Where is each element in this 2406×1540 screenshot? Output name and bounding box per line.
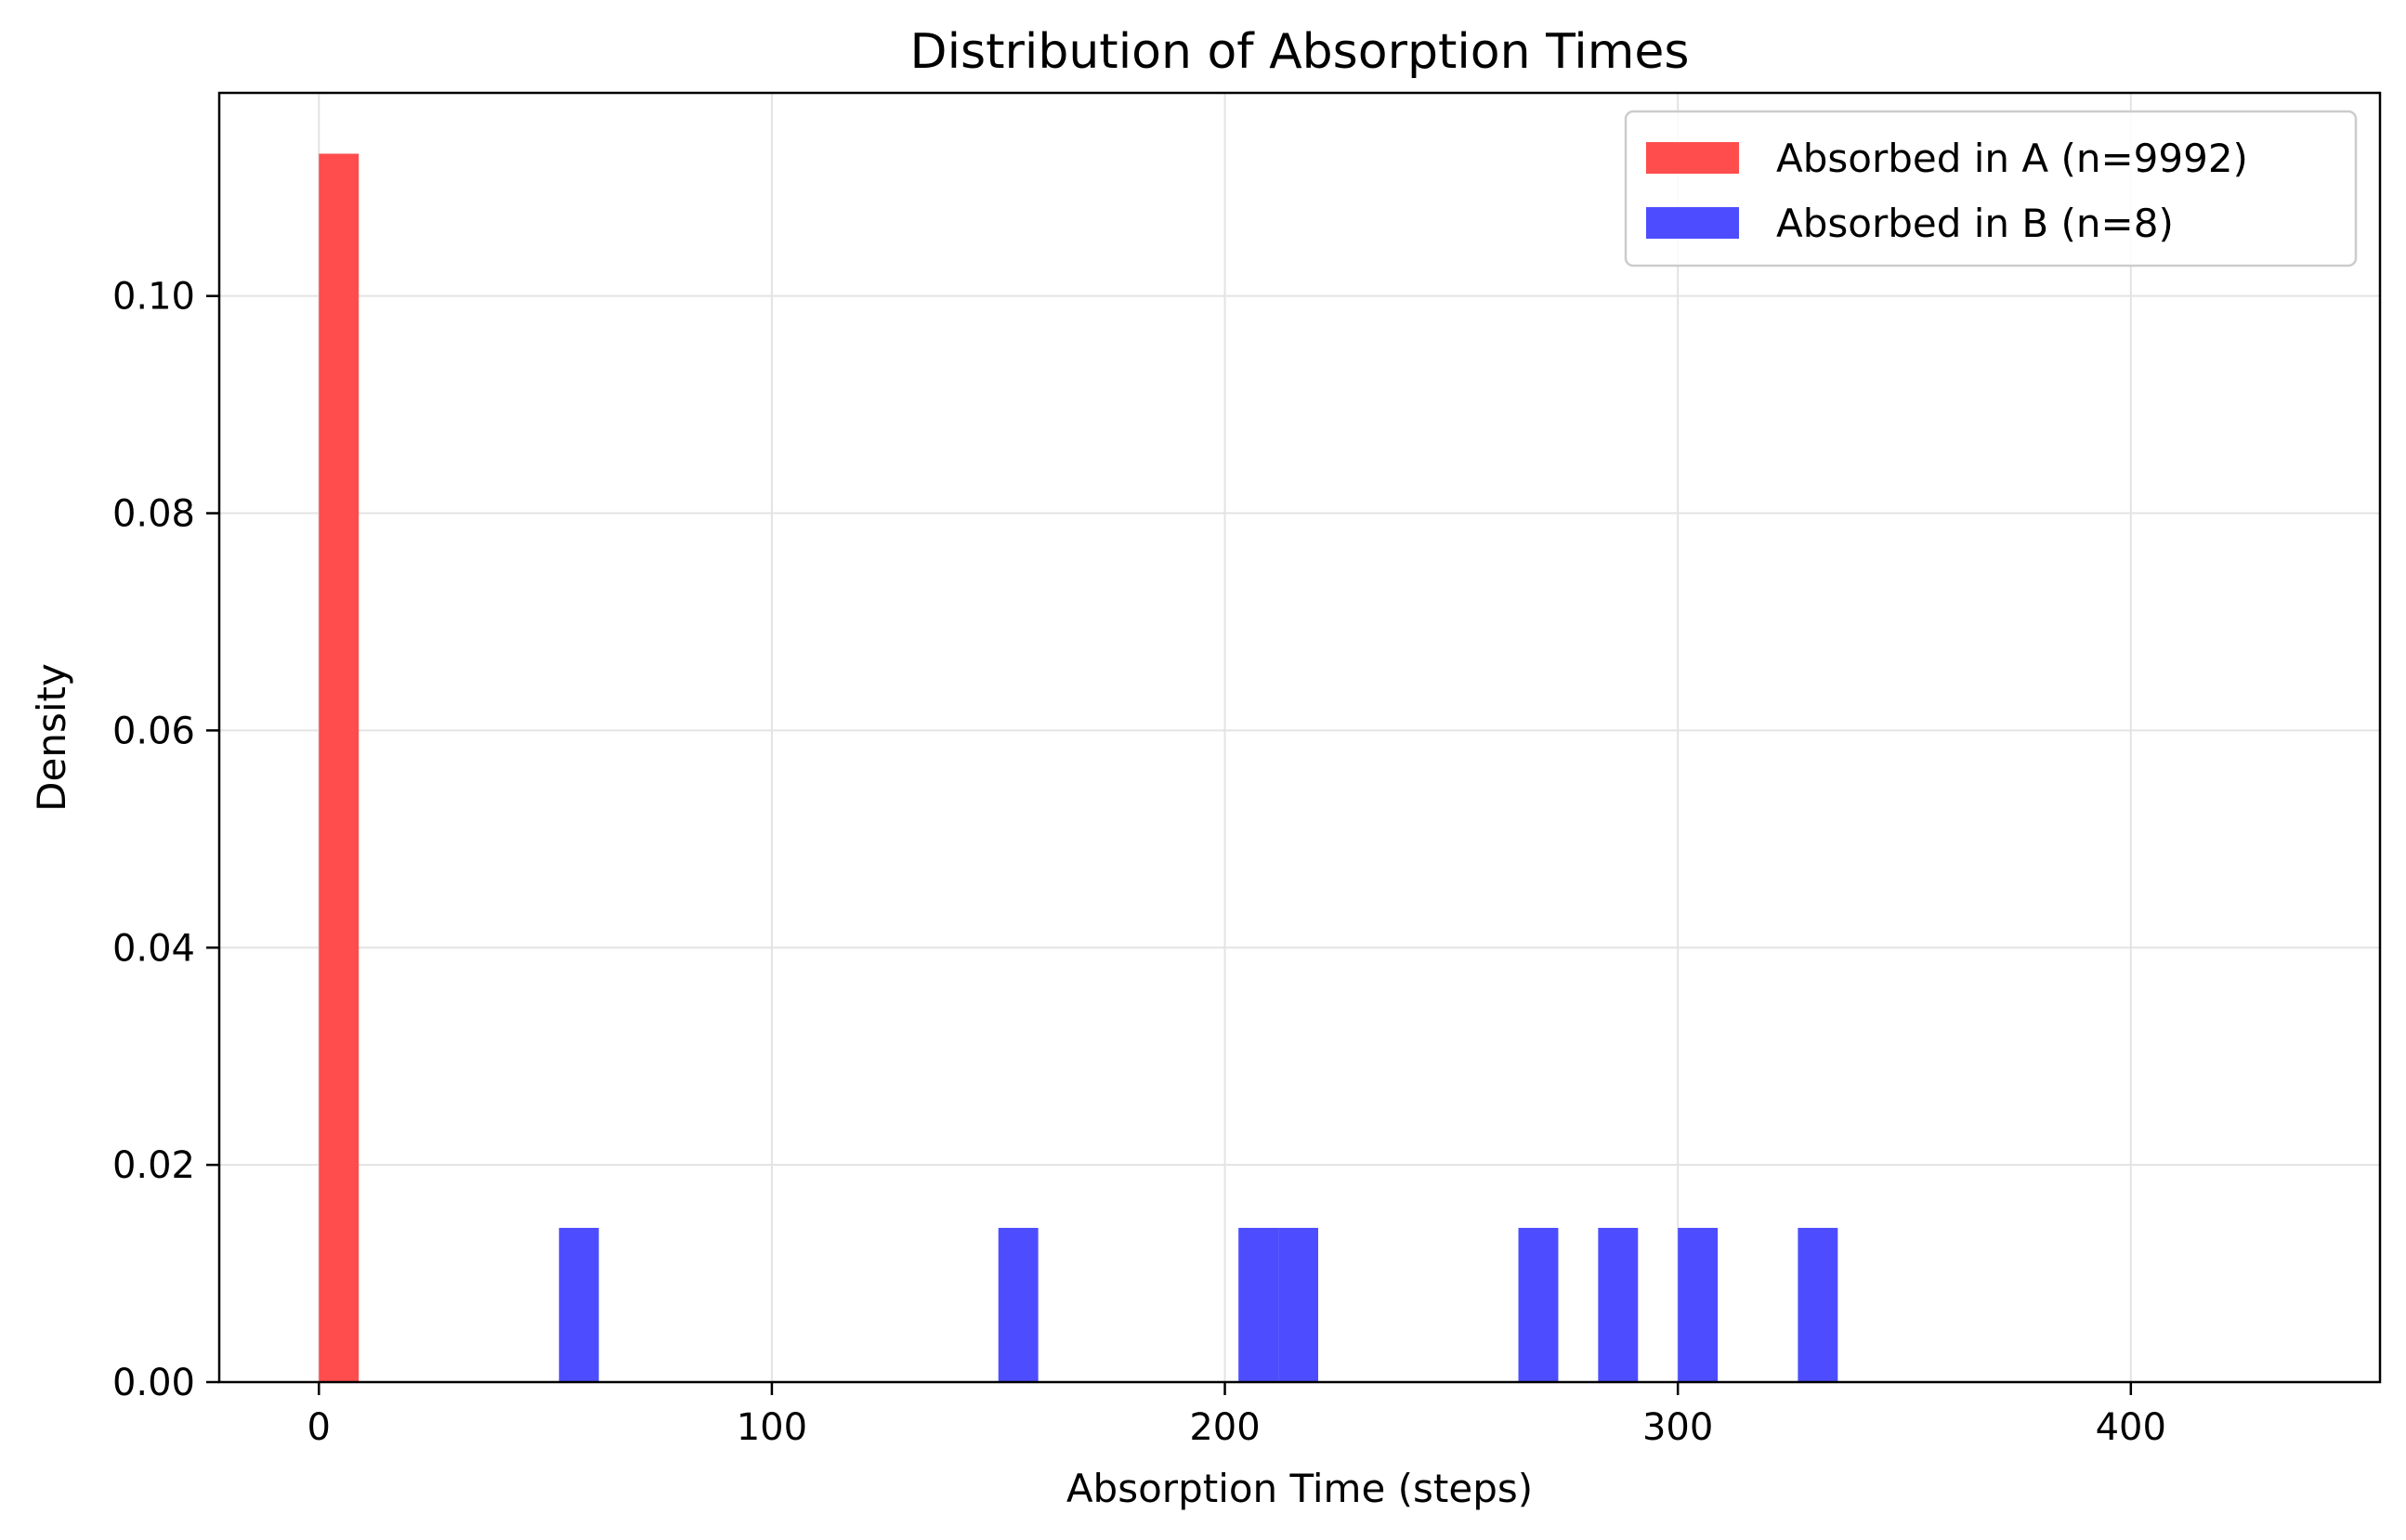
histogram-bar-series-2 xyxy=(1678,1227,1719,1382)
y-tick-label: 0.06 xyxy=(112,710,195,752)
chart-title: Distribution of Absorption Times xyxy=(910,24,1690,80)
ticks-layer: 0 100 200 300 400 0.00 0.02 0.04 0.06 0.08 0.10 xyxy=(112,276,2166,1449)
histogram-bar-series-2 xyxy=(1798,1227,1838,1382)
x-tick-label: 0 xyxy=(307,1406,331,1449)
histogram-bar-series-2 xyxy=(998,1227,1039,1382)
histogram-bar-series-1 xyxy=(319,153,360,1383)
y-tick-label: 0.10 xyxy=(112,276,195,319)
histogram-bar-series-2 xyxy=(1598,1227,1639,1382)
legend-swatch-series-2 xyxy=(1646,207,1739,239)
histogram-bar-series-2 xyxy=(1238,1227,1279,1382)
legend-label-series-2: Absorbed in B (n=8) xyxy=(1776,201,2174,246)
x-tick-label: 300 xyxy=(1642,1406,1713,1449)
y-tick-label: 0.02 xyxy=(112,1144,195,1187)
legend-box xyxy=(1624,110,2358,268)
grid-layer xyxy=(219,93,2380,1383)
y-tick-label: 0.08 xyxy=(112,493,195,536)
histogram-bar-series-2 xyxy=(558,1227,599,1382)
legend: Absorbed in A (n=9992) Absorbed in B (n=8… xyxy=(1624,110,2358,268)
legend-label-series-1: Absorbed in A (n=9992) xyxy=(1776,136,2248,181)
plot-frame xyxy=(217,91,2382,1384)
histogram-bar-series-2 xyxy=(1278,1227,1318,1382)
x-tick-label: 200 xyxy=(1189,1406,1260,1449)
y-tick-label: 0.00 xyxy=(112,1362,195,1404)
y-tick-label: 0.04 xyxy=(112,927,195,970)
x-tick-label: 400 xyxy=(2096,1406,2166,1449)
x-tick-label: 100 xyxy=(737,1406,807,1449)
y-axis-label: Density xyxy=(29,663,74,812)
histogram-bar-series-2 xyxy=(1518,1227,1559,1382)
legend-swatch-series-1 xyxy=(1646,142,1739,174)
x-axis-label: Absorption Time (steps) xyxy=(1066,1466,1533,1511)
bars-layer xyxy=(319,153,1838,1383)
